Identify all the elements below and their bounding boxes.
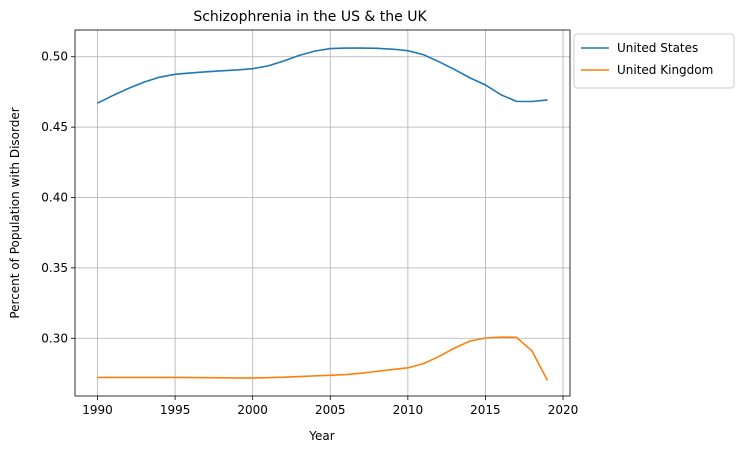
chart-title: Schizophrenia in the US & the UK: [193, 9, 427, 25]
x-axis-label: Year: [308, 429, 334, 443]
x-tick-label: 2020: [548, 403, 579, 417]
legend-frame: [573, 33, 735, 89]
series-layer: [97, 47, 549, 381]
y-axis: 0.30 0.35 0.40 0.45 0.50: [41, 50, 75, 345]
plot-frame: [74, 29, 571, 397]
x-tick-label: 2005: [315, 403, 346, 417]
x-tick-label: 2000: [237, 403, 268, 417]
x-tick-label: 1995: [160, 403, 191, 417]
grid-lines: [75, 30, 570, 396]
y-tick-label: 0.50: [41, 50, 68, 64]
series-line-united-states: [97, 47, 548, 104]
legend-label-united-states: United States: [617, 41, 698, 55]
x-tick-label: 1990: [82, 403, 113, 417]
y-tick-label: 0.40: [41, 191, 68, 205]
x-axis: 1990 1995 2000 2005 2010 2015 2020: [82, 396, 578, 417]
y-axis-label: Percent of Population with Disorder: [8, 107, 22, 318]
y-tick-label: 0.45: [41, 120, 68, 134]
x-tick-label: 2010: [393, 403, 424, 417]
y-tick-label: 0.35: [41, 261, 68, 275]
y-tick-label: 0.30: [41, 331, 68, 345]
legend: United States United Kingdom: [573, 33, 735, 89]
x-tick-label: 2015: [470, 403, 501, 417]
series-line-united-kingdom: [97, 336, 549, 381]
legend-label-united-kingdom: United Kingdom: [617, 63, 713, 77]
